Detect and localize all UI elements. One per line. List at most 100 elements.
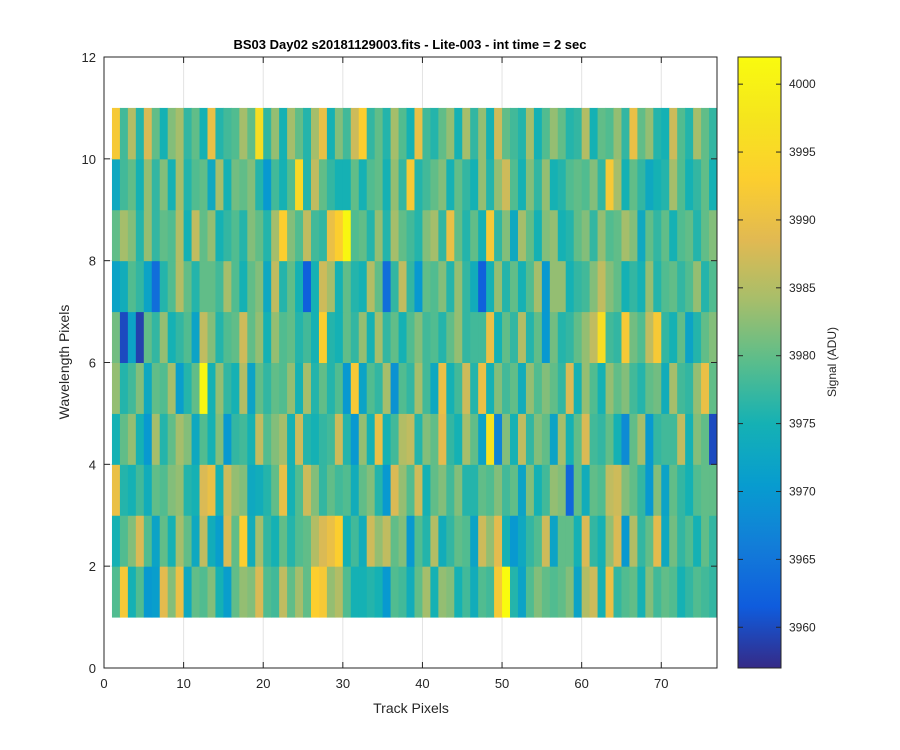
heatmap-cell bbox=[334, 515, 344, 567]
heatmap-cell bbox=[597, 260, 607, 313]
heatmap-cell bbox=[366, 515, 376, 567]
heatmap-cell bbox=[334, 311, 344, 363]
heatmap-cell bbox=[565, 158, 575, 211]
heatmap-cell bbox=[263, 566, 272, 618]
heatmap-cell bbox=[693, 515, 702, 567]
heatmap-cell bbox=[541, 515, 551, 567]
heatmap-cell bbox=[709, 260, 718, 313]
heatmap-cell bbox=[605, 515, 615, 567]
heatmap-cell bbox=[390, 311, 400, 363]
heatmap-cell bbox=[374, 515, 384, 567]
heatmap-cell bbox=[470, 566, 479, 618]
heatmap-cell bbox=[533, 260, 543, 313]
heatmap-cell bbox=[183, 107, 193, 160]
heatmap-cell bbox=[287, 464, 296, 516]
heatmap-cell bbox=[597, 464, 607, 516]
heatmap-cell bbox=[199, 566, 208, 618]
heatmap-cell bbox=[517, 158, 527, 211]
heatmap-cell bbox=[318, 566, 328, 618]
heatmap-cell bbox=[215, 515, 224, 567]
heatmap-cell bbox=[111, 260, 121, 313]
heatmap-cell bbox=[303, 107, 312, 160]
heatmap-cell bbox=[669, 566, 678, 618]
heatmap-cell bbox=[502, 413, 511, 465]
heatmap-cell bbox=[422, 566, 431, 618]
heatmap-cell bbox=[581, 566, 591, 618]
heatmap-cell bbox=[685, 362, 694, 414]
heatmap-cell bbox=[334, 413, 344, 465]
heatmap-cell bbox=[159, 566, 169, 618]
heatmap-cell bbox=[645, 413, 654, 465]
heatmap-cell bbox=[677, 260, 686, 313]
heatmap-cell bbox=[279, 107, 288, 160]
heatmap-cell bbox=[581, 515, 591, 567]
heatmap-cell bbox=[334, 566, 344, 618]
heatmap-cell bbox=[581, 413, 591, 465]
heatmap-cell bbox=[478, 362, 487, 414]
heatmap-cell bbox=[279, 413, 288, 465]
heatmap-cell bbox=[215, 362, 224, 414]
heatmap-cell bbox=[350, 464, 360, 516]
heatmap-cell bbox=[207, 260, 216, 313]
heatmap-cell bbox=[199, 209, 208, 262]
heatmap-cell bbox=[111, 362, 121, 414]
heatmap-cell bbox=[366, 566, 376, 618]
heatmap-cell bbox=[175, 158, 185, 211]
heatmap-cell bbox=[159, 515, 169, 567]
heatmap-cell bbox=[350, 209, 360, 262]
heatmap-cell bbox=[589, 464, 599, 516]
heatmap-cell bbox=[693, 311, 702, 363]
heatmap-cell bbox=[207, 413, 216, 465]
heatmap-cell bbox=[342, 107, 352, 160]
heatmap-cell bbox=[701, 362, 710, 414]
heatmap-cell bbox=[350, 311, 360, 363]
heatmap-cell bbox=[637, 107, 646, 160]
heatmap-cell bbox=[510, 413, 519, 465]
heatmap-cell bbox=[127, 260, 137, 313]
y-axis-label: Wavelength Pixels bbox=[56, 305, 72, 420]
heatmap-cell bbox=[685, 464, 694, 516]
heatmap-cell bbox=[207, 107, 216, 160]
heatmap-cell bbox=[223, 413, 232, 465]
heatmap-cell bbox=[374, 107, 384, 160]
heatmap-cell bbox=[318, 464, 328, 516]
heatmap-cell bbox=[533, 566, 543, 618]
heatmap-cell bbox=[430, 413, 439, 465]
heatmap-cell bbox=[533, 107, 543, 160]
heatmap-cell bbox=[350, 515, 360, 567]
heatmap-cell bbox=[446, 464, 455, 516]
heatmap-cell bbox=[151, 515, 161, 567]
heatmap-cell bbox=[430, 566, 439, 618]
heatmap-cell bbox=[701, 311, 710, 363]
heatmap-cell bbox=[462, 260, 471, 313]
heatmap-cell bbox=[358, 566, 368, 618]
heatmap-cell bbox=[549, 362, 559, 414]
heatmap-cell bbox=[422, 413, 431, 465]
heatmap-cell bbox=[119, 464, 129, 516]
heatmap-cell bbox=[693, 362, 702, 414]
heatmap-cell bbox=[143, 260, 153, 313]
heatmap-cell bbox=[247, 158, 256, 211]
heatmap-cell bbox=[374, 311, 384, 363]
heatmap-cell bbox=[661, 464, 670, 516]
heatmap-cell bbox=[494, 311, 503, 363]
heatmap-cell bbox=[470, 158, 479, 211]
heatmap-cell bbox=[223, 362, 232, 414]
heatmap-cell bbox=[382, 209, 392, 262]
heatmap-cell bbox=[279, 260, 288, 313]
heatmap-cell bbox=[175, 209, 185, 262]
heatmap-cell bbox=[263, 311, 272, 363]
heatmap-cell bbox=[326, 362, 336, 414]
heatmap-cell bbox=[430, 209, 439, 262]
heatmap-cell bbox=[199, 413, 208, 465]
heatmap-cell bbox=[366, 464, 376, 516]
heatmap-cell bbox=[350, 362, 360, 414]
heatmap-cell bbox=[350, 566, 360, 618]
heatmap-cell bbox=[295, 107, 304, 160]
heatmap-cell bbox=[589, 209, 599, 262]
heatmap-cell bbox=[502, 209, 511, 262]
y-tick-label: 2 bbox=[89, 559, 96, 574]
colorbar-tick-label: 3990 bbox=[789, 213, 816, 227]
heatmap-cell bbox=[231, 209, 240, 262]
heatmap-cell bbox=[653, 515, 662, 567]
